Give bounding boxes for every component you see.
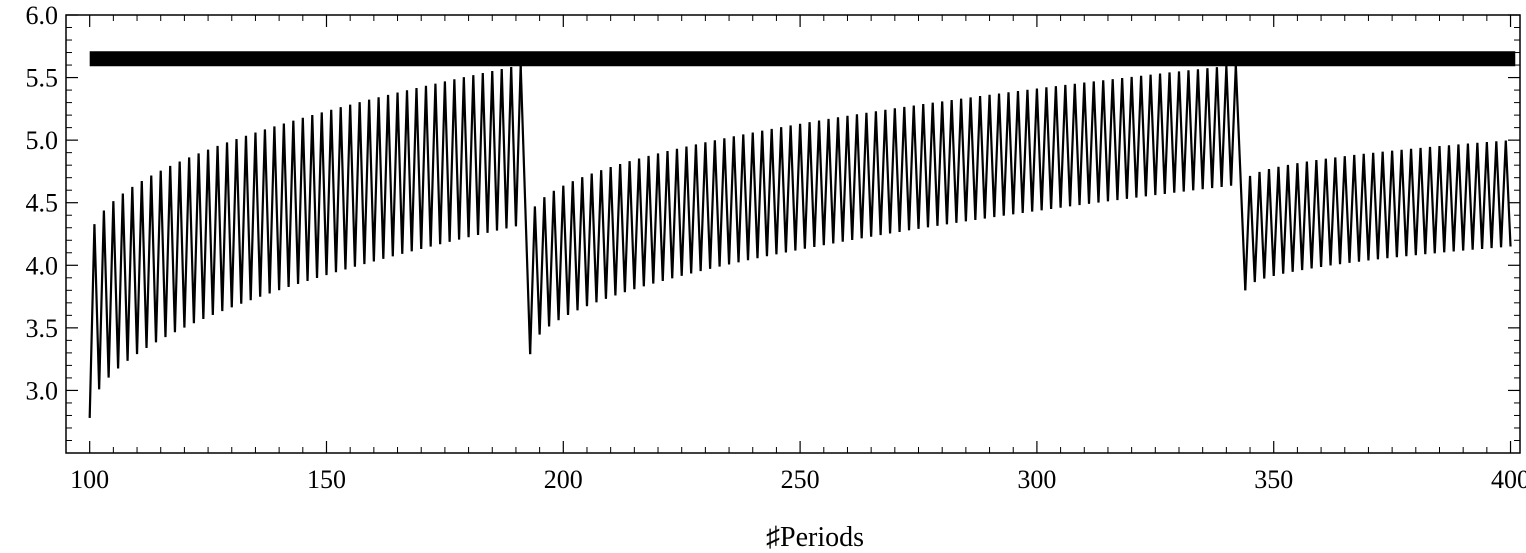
sawtooth-segment-1 [88, 65, 522, 418]
y-tick-label: 3.5 [26, 314, 59, 343]
plot-frame [65, 14, 1521, 454]
x-tick-label: 100 [70, 465, 109, 494]
sawtooth-segment-3 [1244, 140, 1512, 291]
x-tick-labels: 100 150 200 250 300 350 400 [70, 465, 1526, 494]
y-tick-label: 5.0 [26, 126, 59, 155]
plot-marks [88, 51, 1516, 418]
y-tick-label: 4.5 [26, 189, 59, 218]
x-tick-label: 150 [307, 465, 346, 494]
axis-ticks [66, 14, 1520, 453]
x-tick-label: 200 [544, 465, 583, 494]
x-tick-label: 250 [781, 465, 820, 494]
x-axis-title: ♯Periods [766, 522, 864, 553]
y-tick-labels: 3.0 3.5 4.0 4.5 5.0 5.5 6.0 [26, 1, 59, 405]
y-tick-label: 3.0 [26, 376, 59, 405]
x-tick-label: 400 [1491, 465, 1526, 494]
y-tick-label: 4.0 [26, 251, 59, 280]
x-tick-label: 350 [1254, 465, 1293, 494]
sawtooth-connector-1 [519, 65, 532, 355]
y-tick-label: 6.0 [26, 1, 59, 30]
y-tick-label: 5.5 [26, 64, 59, 93]
sawtooth-connector-2 [1234, 65, 1247, 291]
sawtooth-segment-2 [529, 65, 1237, 355]
x-tick-label: 300 [1017, 465, 1056, 494]
